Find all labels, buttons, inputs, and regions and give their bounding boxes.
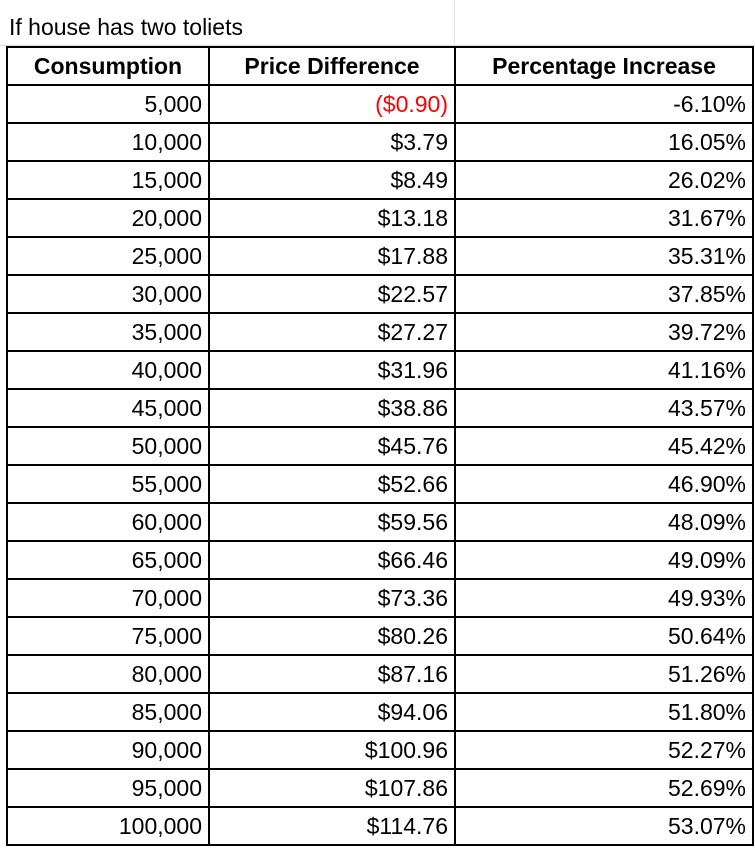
- consumption-cell[interactable]: 15,000: [6, 160, 210, 200]
- percentage-increase-cell[interactable]: 31.67%: [454, 198, 754, 238]
- header-row: Consumption Price Difference Percentage …: [6, 46, 754, 86]
- consumption-cell[interactable]: 65,000: [6, 540, 210, 580]
- consumption-cell[interactable]: 45,000: [6, 388, 210, 428]
- price-difference-cell[interactable]: $94.06: [208, 692, 456, 732]
- consumption-cell[interactable]: 10,000: [6, 122, 210, 162]
- percentage-increase-cell[interactable]: 51.80%: [454, 692, 754, 732]
- consumption-cell[interactable]: 100,000: [6, 806, 210, 846]
- percentage-increase-cell[interactable]: 46.90%: [454, 464, 754, 504]
- table-row: 35,000 $27.27 39.72%: [6, 312, 754, 352]
- percentage-increase-cell[interactable]: 37.85%: [454, 274, 754, 314]
- percentage-increase-cell[interactable]: 41.16%: [454, 350, 754, 390]
- price-difference-cell[interactable]: $27.27: [208, 312, 456, 352]
- header-percentage-increase[interactable]: Percentage Increase: [454, 46, 754, 86]
- table-row: 85,000 $94.06 51.80%: [6, 692, 754, 732]
- header-consumption[interactable]: Consumption: [6, 46, 210, 86]
- consumption-cell[interactable]: 35,000: [6, 312, 210, 352]
- percentage-increase-cell[interactable]: 49.93%: [454, 578, 754, 618]
- price-difference-cell[interactable]: $45.76: [208, 426, 456, 466]
- percentage-increase-cell[interactable]: 39.72%: [454, 312, 754, 352]
- table-row: 70,000 $73.36 49.93%: [6, 578, 754, 618]
- consumption-cell[interactable]: 30,000: [6, 274, 210, 314]
- consumption-cell[interactable]: 70,000: [6, 578, 210, 618]
- price-difference-cell[interactable]: $59.56: [208, 502, 456, 542]
- percentage-increase-cell[interactable]: 51.26%: [454, 654, 754, 694]
- consumption-cell[interactable]: 85,000: [6, 692, 210, 732]
- table-row: 95,000 $107.86 52.69%: [6, 768, 754, 808]
- percentage-increase-cell[interactable]: -6.10%: [454, 84, 754, 124]
- table-body: 5,000 ($0.90) -6.10% 10,000 $3.79 16.05% 15,00…: [6, 84, 754, 846]
- price-difference-cell[interactable]: $73.36: [208, 578, 456, 618]
- consumption-cell[interactable]: 5,000: [6, 84, 210, 124]
- table-row: 20,000 $13.18 31.67%: [6, 198, 754, 238]
- price-difference-cell[interactable]: ($0.90): [208, 84, 456, 124]
- percentage-increase-cell[interactable]: 53.07%: [454, 806, 754, 846]
- price-difference-cell[interactable]: $8.49: [208, 160, 456, 200]
- table-row: 60,000 $59.56 48.09%: [6, 502, 754, 542]
- percentage-increase-cell[interactable]: 35.31%: [454, 236, 754, 276]
- table-row: 65,000 $66.46 49.09%: [6, 540, 754, 580]
- consumption-cell[interactable]: 80,000: [6, 654, 210, 694]
- percentage-increase-cell[interactable]: 52.27%: [454, 730, 754, 770]
- price-difference-cell[interactable]: $17.88: [208, 236, 456, 276]
- consumption-cell[interactable]: 20,000: [6, 198, 210, 238]
- table-row: 75,000 $80.26 50.64%: [6, 616, 754, 656]
- consumption-cell[interactable]: 90,000: [6, 730, 210, 770]
- table-row: 40,000 $31.96 41.16%: [6, 350, 754, 390]
- price-difference-cell[interactable]: $66.46: [208, 540, 456, 580]
- price-table: Consumption Price Difference Percentage …: [6, 46, 754, 846]
- price-difference-cell[interactable]: $107.86: [208, 768, 456, 808]
- consumption-cell[interactable]: 95,000: [6, 768, 210, 808]
- table-row: 30,000 $22.57 37.85%: [6, 274, 754, 314]
- percentage-increase-cell[interactable]: 45.42%: [454, 426, 754, 466]
- consumption-cell[interactable]: 60,000: [6, 502, 210, 542]
- consumption-cell[interactable]: 40,000: [6, 350, 210, 390]
- table-row: 55,000 $52.66 46.90%: [6, 464, 754, 504]
- price-difference-cell[interactable]: $100.96: [208, 730, 456, 770]
- percentage-increase-cell[interactable]: 48.09%: [454, 502, 754, 542]
- consumption-cell[interactable]: 55,000: [6, 464, 210, 504]
- price-difference-cell[interactable]: $114.76: [208, 806, 456, 846]
- percentage-increase-cell[interactable]: 50.64%: [454, 616, 754, 656]
- table-row: 80,000 $87.16 51.26%: [6, 654, 754, 694]
- percentage-increase-cell[interactable]: 16.05%: [454, 122, 754, 162]
- price-difference-cell[interactable]: $13.18: [208, 198, 456, 238]
- table-row: 50,000 $45.76 45.42%: [6, 426, 754, 466]
- title-row: If house has two toliets: [0, 0, 755, 46]
- price-difference-cell[interactable]: $87.16: [208, 654, 456, 694]
- sheet-title[interactable]: If house has two toliets: [9, 14, 243, 40]
- price-difference-cell[interactable]: $80.26: [208, 616, 456, 656]
- table-row: 5,000 ($0.90) -6.10%: [6, 84, 754, 124]
- price-difference-cell[interactable]: $38.86: [208, 388, 456, 428]
- table-row: 15,000 $8.49 26.02%: [6, 160, 754, 200]
- price-difference-cell[interactable]: $52.66: [208, 464, 456, 504]
- header-price-difference[interactable]: Price Difference: [208, 46, 456, 86]
- table-row: 100,000 $114.76 53.07%: [6, 806, 754, 846]
- price-difference-cell[interactable]: $22.57: [208, 274, 456, 314]
- percentage-increase-cell[interactable]: 26.02%: [454, 160, 754, 200]
- percentage-increase-cell[interactable]: 52.69%: [454, 768, 754, 808]
- price-difference-cell[interactable]: $31.96: [208, 350, 456, 390]
- table-row: 90,000 $100.96 52.27%: [6, 730, 754, 770]
- consumption-cell[interactable]: 50,000: [6, 426, 210, 466]
- table-row: 45,000 $38.86 43.57%: [6, 388, 754, 428]
- percentage-increase-cell[interactable]: 49.09%: [454, 540, 754, 580]
- percentage-increase-cell[interactable]: 43.57%: [454, 388, 754, 428]
- table-row: 25,000 $17.88 35.31%: [6, 236, 754, 276]
- consumption-cell[interactable]: 75,000: [6, 616, 210, 656]
- consumption-cell[interactable]: 25,000: [6, 236, 210, 276]
- price-difference-cell[interactable]: $3.79: [208, 122, 456, 162]
- column-gridline: [454, 0, 455, 46]
- table-row: 10,000 $3.79 16.05%: [6, 122, 754, 162]
